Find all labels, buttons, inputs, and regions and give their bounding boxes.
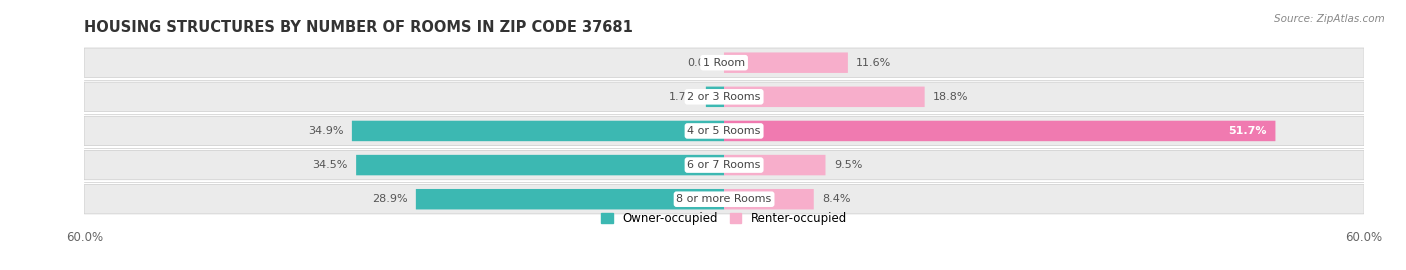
FancyBboxPatch shape [84,116,1364,146]
FancyBboxPatch shape [356,155,724,175]
FancyBboxPatch shape [706,87,724,107]
FancyBboxPatch shape [84,150,1364,180]
Text: 2 or 3 Rooms: 2 or 3 Rooms [688,92,761,102]
FancyBboxPatch shape [352,121,724,141]
Text: 34.9%: 34.9% [308,126,343,136]
Text: 1 Room: 1 Room [703,58,745,68]
Text: 0.0%: 0.0% [688,58,716,68]
Text: HOUSING STRUCTURES BY NUMBER OF ROOMS IN ZIP CODE 37681: HOUSING STRUCTURES BY NUMBER OF ROOMS IN… [84,20,633,35]
FancyBboxPatch shape [84,82,1364,112]
FancyBboxPatch shape [416,189,724,210]
FancyBboxPatch shape [724,52,848,73]
Text: Source: ZipAtlas.com: Source: ZipAtlas.com [1274,14,1385,23]
Text: 34.5%: 34.5% [312,160,347,170]
Text: 51.7%: 51.7% [1229,126,1267,136]
FancyBboxPatch shape [724,87,925,107]
Text: 8.4%: 8.4% [823,194,851,204]
Text: 11.6%: 11.6% [856,58,891,68]
FancyBboxPatch shape [724,189,814,210]
Text: 4 or 5 Rooms: 4 or 5 Rooms [688,126,761,136]
FancyBboxPatch shape [84,184,1364,214]
Legend: Owner-occupied, Renter-occupied: Owner-occupied, Renter-occupied [596,208,852,230]
Text: 18.8%: 18.8% [934,92,969,102]
FancyBboxPatch shape [724,155,825,175]
Text: 9.5%: 9.5% [834,160,862,170]
Text: 28.9%: 28.9% [371,194,408,204]
Text: 6 or 7 Rooms: 6 or 7 Rooms [688,160,761,170]
FancyBboxPatch shape [84,48,1364,77]
FancyBboxPatch shape [724,121,1275,141]
Text: 8 or more Rooms: 8 or more Rooms [676,194,772,204]
Text: 1.7%: 1.7% [669,92,697,102]
